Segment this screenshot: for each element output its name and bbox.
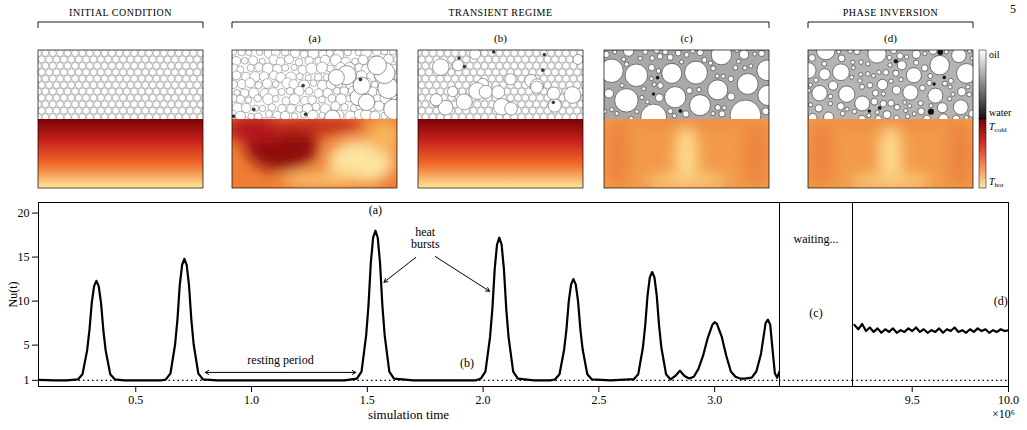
html-text:×10⁶: ×10⁶: [992, 407, 1015, 421]
svg-text:oil: oil: [989, 49, 1000, 60]
svg-text:(c): (c): [809, 306, 822, 320]
svg-text:(d): (d): [994, 294, 1008, 308]
svg-text:1.0: 1.0: [244, 393, 259, 407]
svg-text:Nu(t): Nu(t): [6, 282, 20, 308]
svg-text:20: 20: [18, 206, 30, 220]
svg-text:0.5: 0.5: [128, 393, 143, 407]
svg-text:(a): (a): [369, 203, 382, 217]
svg-text:Thot: Thot: [989, 176, 1004, 189]
svg-text:10: 10: [17, 293, 30, 308]
svg-text:INITIAL CONDITION: INITIAL CONDITION: [69, 7, 172, 18]
svg-text:waiting...: waiting...: [794, 232, 839, 246]
svg-text:TRANSIENT REGIME: TRANSIENT REGIME: [448, 7, 552, 18]
svg-text:15: 15: [18, 250, 30, 264]
svg-text:(d): (d): [884, 32, 897, 45]
svg-text:2.5: 2.5: [591, 393, 606, 407]
svg-text:10.0: 10.0: [998, 393, 1019, 407]
html-text:simulation time: simulation time: [367, 407, 450, 422]
svg-text:(b): (b): [460, 356, 474, 370]
svg-text:3.0: 3.0: [707, 393, 722, 407]
svg-text:1.5: 1.5: [360, 393, 375, 407]
svg-text:PHASE INVERSION: PHASE INVERSION: [843, 7, 939, 18]
svg-text:heatbursts: heatbursts: [411, 225, 440, 251]
svg-text:(c): (c): [680, 32, 693, 45]
svg-text:5: 5: [1010, 2, 1016, 16]
svg-text:Tcold: Tcold: [989, 121, 1007, 134]
svg-text:1: 1: [24, 373, 30, 387]
svg-text:2.0: 2.0: [476, 393, 491, 407]
svg-text:water: water: [989, 107, 1012, 118]
svg-text:(b): (b): [494, 32, 507, 45]
svg-text:(a): (a): [308, 32, 321, 45]
svg-text:5: 5: [24, 338, 30, 352]
svg-text:resting period: resting period: [247, 353, 313, 367]
svg-text:9.5: 9.5: [905, 393, 920, 407]
